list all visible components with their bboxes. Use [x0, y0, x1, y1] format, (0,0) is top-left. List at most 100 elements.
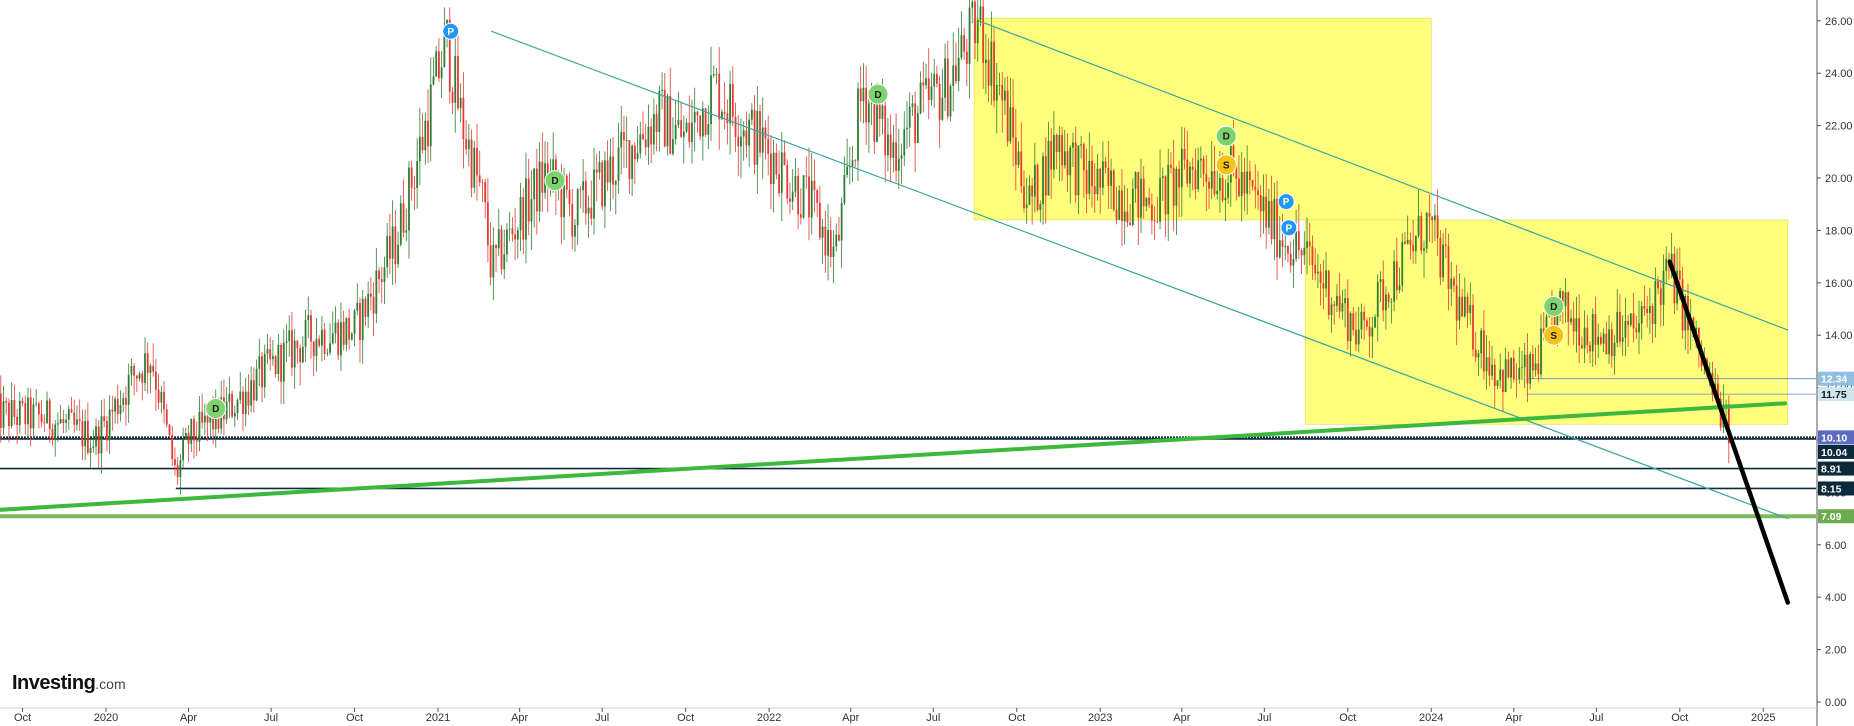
marker-letter: P — [447, 27, 454, 38]
candle-body — [459, 97, 462, 109]
candle-body — [1344, 298, 1347, 304]
candle-body — [1319, 271, 1322, 284]
candle-body — [2, 401, 5, 428]
candle-body — [32, 404, 35, 429]
x-tick-label: Jul — [264, 712, 278, 724]
candle-body — [263, 353, 266, 388]
candle-body — [598, 162, 601, 173]
candle-body — [677, 120, 680, 125]
candle-body — [1529, 353, 1532, 384]
candle-body — [1216, 190, 1219, 195]
candle-body — [1349, 313, 1352, 342]
candle-body — [1537, 363, 1540, 375]
candle-body — [1194, 169, 1197, 190]
candle-body — [1042, 156, 1044, 205]
candle-body — [1044, 156, 1047, 196]
marker-s-10: S — [1543, 324, 1565, 346]
y-tick-label: 14.00 — [1825, 330, 1853, 342]
candle-body — [506, 229, 508, 255]
candle-body — [710, 75, 712, 125]
candle-body — [827, 230, 829, 256]
candle-body — [1431, 216, 1434, 221]
candle-body — [413, 187, 416, 189]
candle-body — [484, 182, 487, 203]
candle-body — [203, 415, 206, 423]
candle-body — [361, 298, 364, 340]
candle-body — [89, 447, 92, 453]
candle-body — [448, 19, 451, 92]
candle-body — [1450, 278, 1453, 289]
candle-body — [116, 398, 119, 415]
candle-body — [282, 342, 285, 382]
candle-body — [680, 120, 683, 137]
candle-body — [775, 152, 778, 175]
candle-body — [1118, 190, 1121, 220]
x-tick-label: Apr — [180, 712, 197, 724]
x-tick-label: Apr — [1173, 712, 1190, 724]
level-badge-label: 11.75 — [1821, 389, 1847, 401]
candle-body — [1110, 170, 1112, 186]
candle-body — [1063, 151, 1066, 166]
candle-body — [1020, 151, 1023, 187]
candle-body — [661, 89, 663, 91]
candle-body — [1336, 295, 1338, 306]
candle-body — [269, 349, 272, 360]
candle-body — [228, 393, 231, 402]
candle-body — [76, 419, 78, 425]
candle-body — [353, 310, 356, 334]
candle-body — [1602, 333, 1605, 344]
candle-body — [244, 391, 247, 414]
candle-body — [1262, 196, 1265, 212]
candle-body — [1341, 303, 1344, 312]
candle-body — [734, 116, 737, 137]
candle-body — [250, 380, 253, 406]
candle-body — [900, 155, 903, 159]
candle-body — [1295, 231, 1298, 259]
candle-body — [783, 152, 786, 165]
candle-body — [486, 202, 489, 246]
candle-body — [1600, 336, 1602, 344]
candle-body — [663, 89, 666, 147]
candle-body — [878, 97, 881, 119]
candle-body — [201, 411, 204, 423]
candle-body — [195, 440, 198, 442]
candle-body — [1303, 247, 1306, 256]
candle-body — [595, 169, 598, 173]
candle-body — [930, 86, 933, 100]
candle-body — [1085, 170, 1088, 194]
marker-letter: D — [1223, 132, 1230, 143]
candle-body — [391, 226, 394, 259]
marker-letter: S — [1550, 331, 1557, 342]
marker-circle — [1215, 154, 1237, 176]
candle-body — [1523, 354, 1526, 368]
candle-body — [552, 159, 555, 171]
candle-body — [1112, 170, 1115, 210]
candle-body — [715, 73, 718, 75]
candle-body — [130, 365, 133, 375]
candle-body — [1670, 253, 1673, 267]
candle-body — [62, 419, 65, 423]
candle-body — [193, 419, 195, 441]
candle-body — [647, 126, 650, 148]
candle-body — [1371, 327, 1374, 337]
candle-body — [1306, 241, 1308, 248]
candle-body — [808, 176, 810, 218]
candle-body — [778, 174, 780, 193]
candle-body — [446, 19, 448, 27]
candle-body — [1352, 313, 1355, 331]
candle-body — [1662, 270, 1665, 305]
x-tick-label: Oct — [346, 712, 363, 724]
candle-body — [206, 415, 209, 423]
candle-body — [135, 375, 138, 379]
x-tick-label: Apr — [1505, 712, 1522, 724]
candle-body — [982, 6, 985, 63]
candle-body — [516, 230, 519, 240]
candle-body — [5, 401, 8, 403]
candle-body — [560, 183, 563, 218]
candle-body — [1297, 231, 1300, 251]
markers-layer: P D D D D S P P D S — [205, 22, 1565, 420]
candle-body — [1521, 367, 1523, 369]
candle-body — [421, 136, 424, 151]
x-tick-label: Oct — [1339, 712, 1356, 724]
